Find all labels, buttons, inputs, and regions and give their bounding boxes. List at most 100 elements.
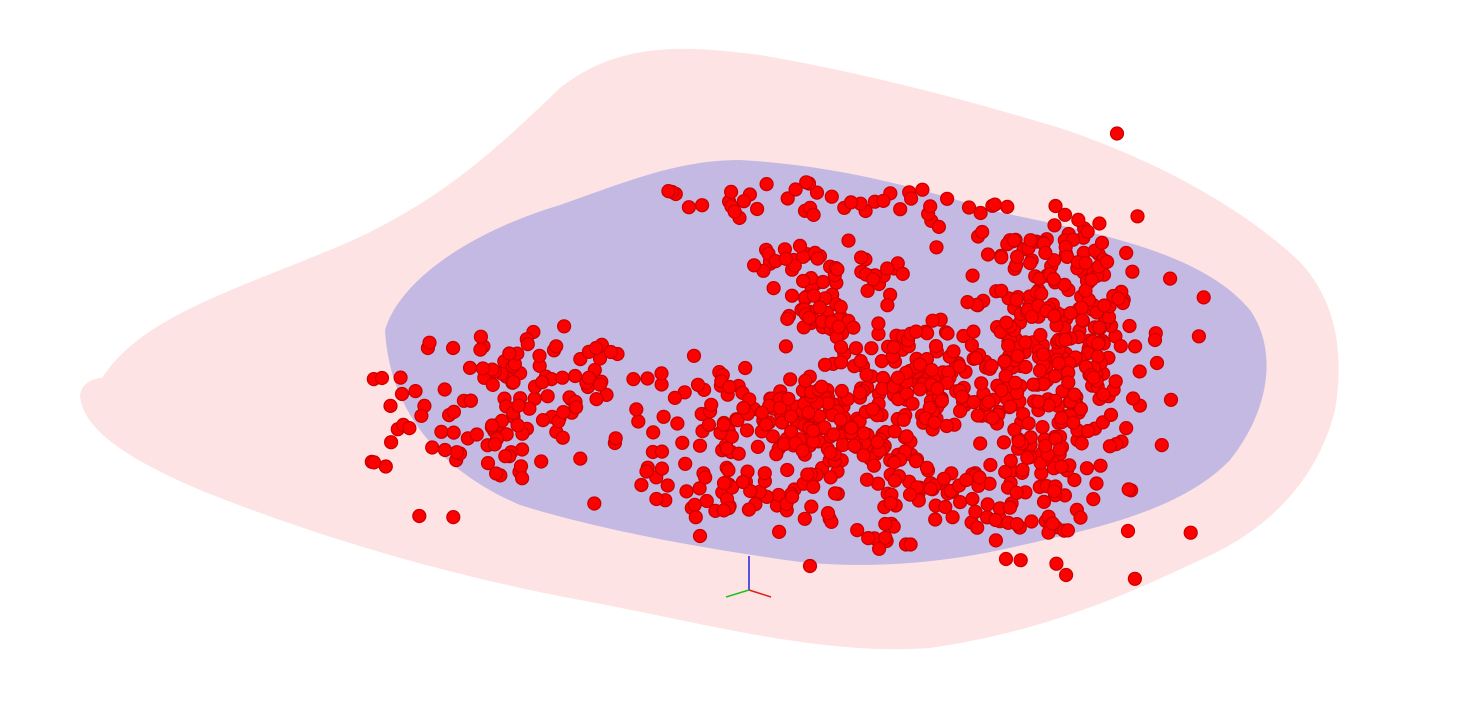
marker-point (924, 362, 939, 378)
marker-point (654, 461, 670, 476)
marker-point (861, 530, 876, 546)
marker-cloud (364, 126, 1211, 586)
marker-point (626, 372, 641, 387)
marker-point (795, 443, 810, 458)
marker-point (629, 402, 644, 417)
marker-point (798, 373, 813, 388)
marker-point (981, 394, 996, 410)
marker-point (955, 389, 970, 404)
marker-point (446, 425, 461, 440)
marker-point (1046, 272, 1061, 287)
marker-point (727, 204, 742, 219)
marker-point (1073, 510, 1088, 525)
marker-point (1009, 249, 1025, 264)
marker-point (980, 247, 996, 262)
marker-point (469, 427, 484, 442)
marker-point (1038, 245, 1053, 260)
marker-point (393, 370, 408, 385)
marker-point (692, 481, 707, 496)
marker-point (853, 250, 869, 265)
marker-point (806, 207, 821, 222)
marker-point (984, 358, 999, 373)
marker-point (1089, 476, 1104, 491)
marker-point (970, 520, 985, 535)
marker-point (795, 273, 811, 289)
axis-x-line (748, 589, 772, 598)
marker-point (1002, 500, 1018, 515)
marker-point (1036, 494, 1052, 509)
marker-point (1183, 525, 1198, 540)
marker-point (847, 438, 862, 453)
marker-point (754, 405, 770, 420)
marker-point (535, 413, 551, 428)
marker-point (1000, 199, 1015, 214)
marker-point (721, 463, 736, 478)
marker-point (814, 379, 829, 394)
marker-point (654, 366, 669, 381)
marker-point (581, 370, 596, 385)
marker-point (694, 198, 710, 213)
marker-point (876, 193, 891, 208)
marker-point (788, 182, 803, 197)
marker-point (1001, 338, 1016, 353)
marker-point (778, 339, 794, 354)
marker-point (698, 470, 713, 485)
marker-point (473, 329, 488, 344)
marker-point (573, 451, 588, 466)
marker-point (463, 393, 478, 408)
marker-point (1084, 272, 1099, 287)
marker-point (817, 357, 833, 372)
marker-point (841, 233, 856, 248)
marker-point (988, 533, 1004, 548)
marker-point (1119, 245, 1134, 261)
marker-point (688, 510, 703, 525)
marker-point (1058, 332, 1073, 347)
marker-point (589, 392, 604, 407)
marker-point (939, 191, 955, 206)
marker-point (783, 409, 799, 424)
marker-point (446, 509, 461, 525)
marker-point (1092, 320, 1107, 335)
marker-point (640, 371, 655, 386)
marker-point (890, 370, 906, 385)
marker-point (973, 205, 988, 221)
marker-point (815, 274, 831, 290)
marker-point (1033, 327, 1048, 343)
marker-point (1121, 482, 1136, 497)
marker-point (781, 391, 796, 406)
marker-point (923, 481, 938, 496)
marker-point (556, 405, 571, 420)
marker-point (902, 487, 918, 502)
marker-point (384, 435, 399, 450)
marker-point (852, 385, 868, 400)
marker-point (805, 423, 821, 438)
marker-point (549, 339, 564, 354)
marker-point (414, 408, 429, 423)
marker-point (998, 368, 1013, 384)
marker-point (998, 551, 1014, 567)
marker-point (871, 541, 887, 556)
marker-point (1008, 375, 1023, 390)
marker-point (883, 496, 898, 511)
marker-point (511, 398, 526, 413)
marker-point (994, 250, 1009, 265)
marker-point (939, 418, 954, 434)
marker-point (983, 457, 998, 473)
marker-point (1060, 523, 1076, 538)
marker-point (961, 200, 977, 215)
marker-point (520, 337, 535, 352)
marker-point (1127, 339, 1143, 354)
marker-point (1132, 364, 1147, 379)
marker-point (437, 442, 453, 458)
marker-point (772, 400, 788, 415)
marker-point (690, 377, 706, 392)
marker-point (780, 462, 795, 478)
marker-point (806, 479, 821, 494)
marker-point (946, 344, 961, 359)
marker-point (856, 448, 871, 463)
marker-point (1015, 462, 1030, 477)
marker-point (800, 467, 815, 482)
marker-point (1074, 436, 1089, 451)
